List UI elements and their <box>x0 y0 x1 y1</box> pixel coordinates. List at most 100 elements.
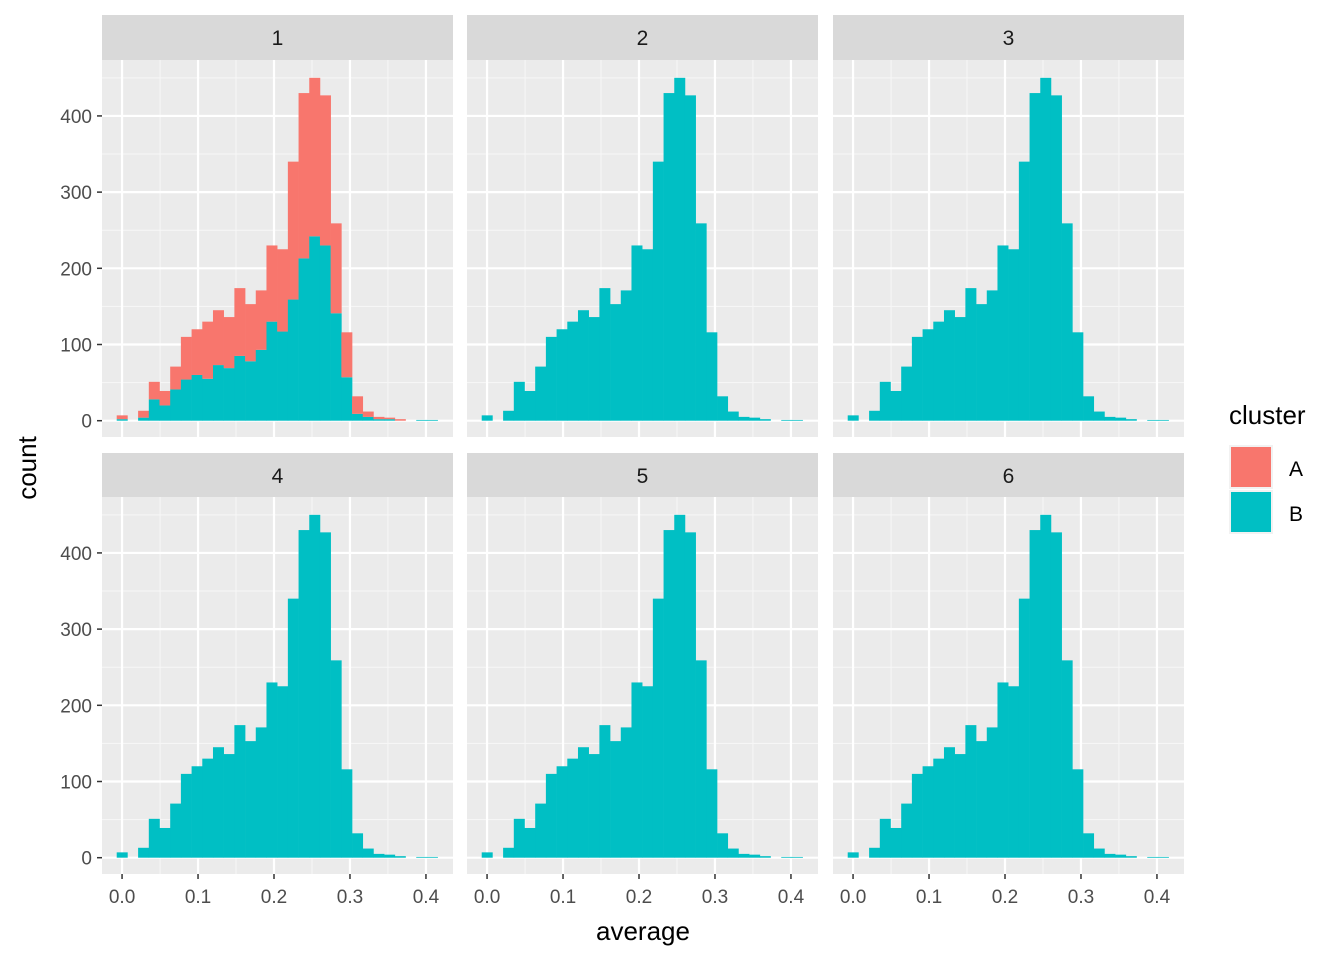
histogram-bar-a <box>159 390 171 406</box>
legend-title: cluster <box>1229 400 1306 430</box>
histogram-bar-b <box>1125 856 1137 858</box>
histogram-bar-b <box>652 598 664 858</box>
legend-label-a: A <box>1289 458 1303 481</box>
histogram-bar-b <box>631 245 643 421</box>
histogram-bar-b <box>384 854 396 858</box>
histogram-bar-b <box>180 773 192 858</box>
histogram-bar-b <box>727 848 739 858</box>
histogram-bar-b <box>384 419 396 421</box>
histogram-bar-b <box>588 754 600 858</box>
histogram-bar-b <box>738 853 750 858</box>
histogram-bar-a <box>234 288 246 356</box>
histogram-bar-b <box>341 769 353 858</box>
histogram-bar-b <box>879 381 891 421</box>
histogram-bar-b <box>577 747 589 858</box>
histogram-bar-b <box>717 833 729 858</box>
histogram-bar-b <box>674 514 686 858</box>
x-tick-label: 0.3 <box>1068 887 1094 908</box>
histogram-bar-b <box>922 329 934 421</box>
histogram-bar-b <box>535 803 547 858</box>
facet-strip <box>833 453 1184 497</box>
histogram-bar-a <box>362 411 374 417</box>
histogram-bar-b <box>1072 769 1084 858</box>
x-tick-label: 0.2 <box>626 887 652 908</box>
histogram-bar-b <box>1115 854 1127 858</box>
histogram-bar-b <box>749 854 761 858</box>
histogram-bar-b <box>759 419 771 421</box>
histogram-bar-b <box>1008 686 1020 858</box>
y-tick-label: 400 <box>60 107 92 128</box>
y-axis-title: count <box>12 435 42 499</box>
histogram-bar-b <box>1061 223 1073 421</box>
histogram-bar-b <box>223 368 235 421</box>
histogram-bar-b <box>341 377 353 421</box>
histogram-bar-b <box>620 290 632 421</box>
histogram-bar-b <box>890 827 902 858</box>
histogram-bar-b <box>791 419 803 421</box>
histogram-bar-b <box>684 95 696 421</box>
x-tick-label: 0.4 <box>1144 887 1171 908</box>
histogram-bar-b <box>1018 161 1030 421</box>
facet-strip-label: 6 <box>1003 465 1015 488</box>
histogram-bar-b <box>503 847 515 858</box>
histogram-bar-b <box>148 399 160 421</box>
histogram-bar-b <box>717 396 729 421</box>
histogram-bar-b <box>986 290 998 421</box>
histogram-bar-b <box>610 304 622 421</box>
histogram-bar-b <box>1147 419 1159 421</box>
histogram-bar-b <box>1093 411 1105 421</box>
histogram-bar-b <box>352 413 364 421</box>
histogram-bar-b <box>212 365 224 421</box>
histogram-bar-b <box>631 682 643 858</box>
histogram-bar-b <box>170 803 182 858</box>
facet-panel-4: 4 0 100 200 300 400 0.0 0.1 0.2 0.3 0.4 <box>60 453 453 908</box>
histogram-bar-b <box>1050 95 1062 421</box>
histogram-bar-b <box>330 660 342 858</box>
histogram-bar-b <box>911 336 923 421</box>
histogram-bar-b <box>663 93 675 421</box>
histogram-bar-a <box>148 381 160 400</box>
histogram-bar-a <box>245 304 257 362</box>
facet-panel-6: 6 0.0 0.1 0.2 0.3 0.4 <box>833 453 1184 908</box>
histogram-bar-b <box>965 725 977 858</box>
legend-swatch-a <box>1231 447 1271 487</box>
histogram-bar-b <box>749 417 761 421</box>
histogram-bar-b <box>191 766 203 858</box>
histogram-bar-b <box>642 686 654 858</box>
histogram-bar-b <box>943 747 955 858</box>
histogram-bar-b <box>362 848 374 858</box>
x-tick-label: 0.4 <box>413 887 440 908</box>
legend: cluster A B <box>1229 400 1306 534</box>
histogram-bar-b <box>416 856 428 858</box>
histogram-bar-b <box>1147 856 1159 858</box>
histogram-bar-a <box>319 95 331 246</box>
histogram-bar-b <box>1018 598 1030 858</box>
histogram-bar-b <box>781 856 793 858</box>
histogram-bar-b <box>577 310 589 421</box>
histogram-bar-b <box>234 725 246 858</box>
histogram-bar-b <box>545 336 557 421</box>
histogram-bar-b <box>373 853 385 858</box>
histogram-bar-b <box>191 374 203 421</box>
histogram-bar-b <box>869 410 881 421</box>
histogram-bar-b <box>1029 530 1041 858</box>
histogram-bar-b <box>266 682 278 858</box>
histogram-bar-a <box>180 336 192 380</box>
histogram-bar-a <box>309 77 321 237</box>
histogram-bar-b <box>1072 332 1084 421</box>
histogram-bar-b <box>287 299 299 421</box>
histogram-bar-b <box>663 530 675 858</box>
y-tick-label: 200 <box>60 259 92 280</box>
histogram-bar-b <box>245 361 257 421</box>
histogram-bar-b <box>170 389 182 421</box>
histogram-bar-a <box>373 416 385 420</box>
histogram-bar-b <box>933 758 945 858</box>
facet-strip-label: 3 <box>1003 27 1015 50</box>
histogram-bar-b <box>997 245 1009 421</box>
histogram-bar-b <box>319 245 331 421</box>
y-tick-label: 400 <box>60 544 92 565</box>
histogram-bar-b <box>1104 853 1116 858</box>
y-tick-label: 100 <box>60 336 92 357</box>
histogram-bar-a <box>170 366 182 390</box>
